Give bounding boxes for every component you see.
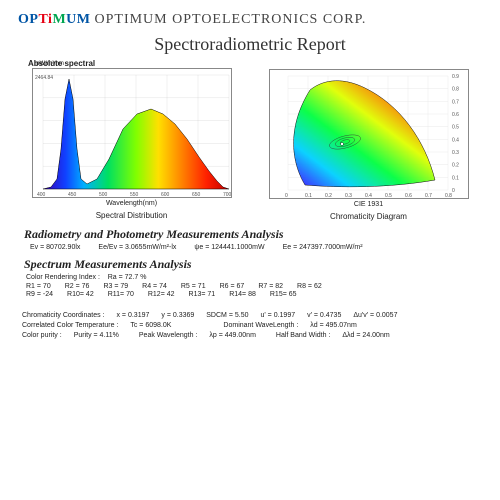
r15: R15= 65 xyxy=(270,291,297,298)
svg-text:0.5: 0.5 xyxy=(452,125,459,131)
svg-text:0.7: 0.7 xyxy=(452,99,459,105)
cri-label: Color Rendering Index : xyxy=(26,274,100,281)
chroma-row2: Correlated Color Temperature : Tc = 6098… xyxy=(22,322,482,329)
spectral-chart: mW/m²/nm 2464.84 400450500550600650700 xyxy=(32,68,232,198)
spectral-chart-col: Absolute spectral mW/m²/nm 2464.84 40045… xyxy=(18,59,245,221)
radiometry-row: Ev = 80702.90lx Ee/Ev = 3.0655mW/m²-lx ψ… xyxy=(30,244,482,251)
section1-title: Radiometry and Photometry Measurements A… xyxy=(24,227,482,242)
company-name: OPTIMUM OPTOELECTRONICS CORP. xyxy=(95,12,367,28)
cie-caption: Chromaticity Diagram xyxy=(330,212,407,221)
peak-label: Peak Wavelength : xyxy=(139,332,198,339)
purity-value: Purity = 4.11% xyxy=(74,332,119,339)
r13: R13= 71 xyxy=(189,291,216,298)
cie-chart-col: 00.10.20.30.40.50.60.70.8 0.90.80.70.60.… xyxy=(255,59,482,221)
r8: R8 = 62 xyxy=(297,283,322,290)
svg-text:550: 550 xyxy=(130,192,139,197)
svg-text:0.4: 0.4 xyxy=(452,137,459,143)
svg-text:0.3: 0.3 xyxy=(345,193,352,198)
ee-ev-value: Ee/Ev = 3.0655mW/m²-lx xyxy=(98,244,176,251)
dom-label: Dominant WaveLength : xyxy=(223,322,298,329)
half-label: Half Band Width : xyxy=(276,332,330,339)
header: OPTiMUM OPTIMUM OPTOELECTRONICS CORP. xyxy=(18,12,482,28)
svg-text:0.9: 0.9 xyxy=(452,74,459,80)
r4: R4 = 74 xyxy=(142,283,167,290)
r1: R1 = 70 xyxy=(26,283,51,290)
svg-text:0.6: 0.6 xyxy=(452,112,459,118)
report-title: Spectroradiometric Report xyxy=(18,34,482,55)
cct-value: Tc = 6098.0K xyxy=(130,322,171,329)
r11: R11= 70 xyxy=(108,291,134,298)
cie-svg: 00.10.20.30.40.50.60.70.8 0.90.80.70.60.… xyxy=(270,70,468,198)
chroma-row3: Color purity : Purity = 4.11% Peak Wavel… xyxy=(22,332,482,339)
spectral-caption: Spectral Distribution xyxy=(96,211,168,220)
chroma-row1: Chromaticity Coordinates : x = 0.3197 y … xyxy=(22,312,482,319)
svg-text:450: 450 xyxy=(68,192,77,197)
chroma-sdcm: SDCM = 5.50 xyxy=(206,312,248,319)
svg-text:0.5: 0.5 xyxy=(385,193,392,198)
r12: R12= 42 xyxy=(148,291,175,298)
svg-text:0.8: 0.8 xyxy=(452,87,459,93)
chroma-u: u' = 0.1997 xyxy=(260,312,295,319)
purity-label: Color purity : xyxy=(22,332,62,339)
peak-value: λp = 449.00nm xyxy=(209,332,256,339)
r10: R10= 42 xyxy=(67,291,94,298)
bottom-block: Chromaticity Coordinates : x = 0.3197 y … xyxy=(18,312,482,339)
r3: R3 = 79 xyxy=(103,283,128,290)
r-row-2: R9 = -24 R10= 42 R11= 70 R12= 42 R13= 71… xyxy=(26,291,482,298)
svg-text:0.6: 0.6 xyxy=(405,193,412,198)
svg-text:0.7: 0.7 xyxy=(425,193,432,198)
cie-title: CIE 1931 xyxy=(354,201,383,208)
svg-text:0: 0 xyxy=(285,193,288,198)
chroma-x: x = 0.3197 xyxy=(116,312,149,319)
r5: R5 = 71 xyxy=(181,283,206,290)
spectral-x-label: Wavelength(nm) xyxy=(106,200,157,207)
cct-label: Correlated Color Temperature : xyxy=(22,322,118,329)
r6: R6 = 67 xyxy=(220,283,245,290)
svg-text:650: 650 xyxy=(192,192,201,197)
svg-text:0.1: 0.1 xyxy=(305,193,312,198)
cri-line: Color Rendering Index : Ra = 72.7 % xyxy=(26,274,482,281)
cie-chart: 00.10.20.30.40.50.60.70.8 0.90.80.70.60.… xyxy=(269,69,469,199)
charts-row: Absolute spectral mW/m²/nm 2464.84 40045… xyxy=(18,59,482,221)
svg-text:700: 700 xyxy=(223,192,231,197)
chroma-duv: Δu'v' = 0.0057 xyxy=(353,312,397,319)
svg-text:0.4: 0.4 xyxy=(365,193,372,198)
ra-value: Ra = 72.7 % xyxy=(108,274,147,281)
r9: R9 = -24 xyxy=(26,291,53,298)
svg-text:0.3: 0.3 xyxy=(452,150,459,156)
chroma-v: v' = 0.4735 xyxy=(307,312,341,319)
r7: R7 = 82 xyxy=(258,283,283,290)
r-row-1: R1 = 70 R2 = 76 R3 = 79 R4 = 74 R5 = 71 … xyxy=(26,283,482,290)
r2: R2 = 76 xyxy=(65,283,90,290)
svg-text:500: 500 xyxy=(99,192,108,197)
spectral-svg: 2464.84 400 450 500 550 600 650 700 xyxy=(33,69,231,197)
half-value: Δλd = 24.00nm xyxy=(342,332,389,339)
ee-value: Ee = 247397.7000mW/m² xyxy=(283,244,363,251)
svg-text:600: 600 xyxy=(161,192,170,197)
chroma-label: Chromaticity Coordinates : xyxy=(22,312,104,319)
r14: R14= 88 xyxy=(229,291,256,298)
chroma-y: y = 0.3369 xyxy=(161,312,194,319)
svg-text:400: 400 xyxy=(37,192,46,197)
logo: OPTiMUM xyxy=(18,12,91,28)
svg-text:0.1: 0.1 xyxy=(452,175,459,181)
svg-text:0.2: 0.2 xyxy=(325,193,332,198)
svg-text:2464.84: 2464.84 xyxy=(35,75,53,81)
spectral-y-unit: mW/m²/nm xyxy=(35,61,64,67)
phi-e-value: ψe = 124441.1000mW xyxy=(194,244,264,251)
svg-text:0.2: 0.2 xyxy=(452,163,459,169)
ev-value: Ev = 80702.90lx xyxy=(30,244,80,251)
dom-value: λd = 495.07nm xyxy=(310,322,357,329)
svg-text:0: 0 xyxy=(452,188,455,194)
section2-title: Spectrum Measurements Analysis xyxy=(24,257,482,272)
